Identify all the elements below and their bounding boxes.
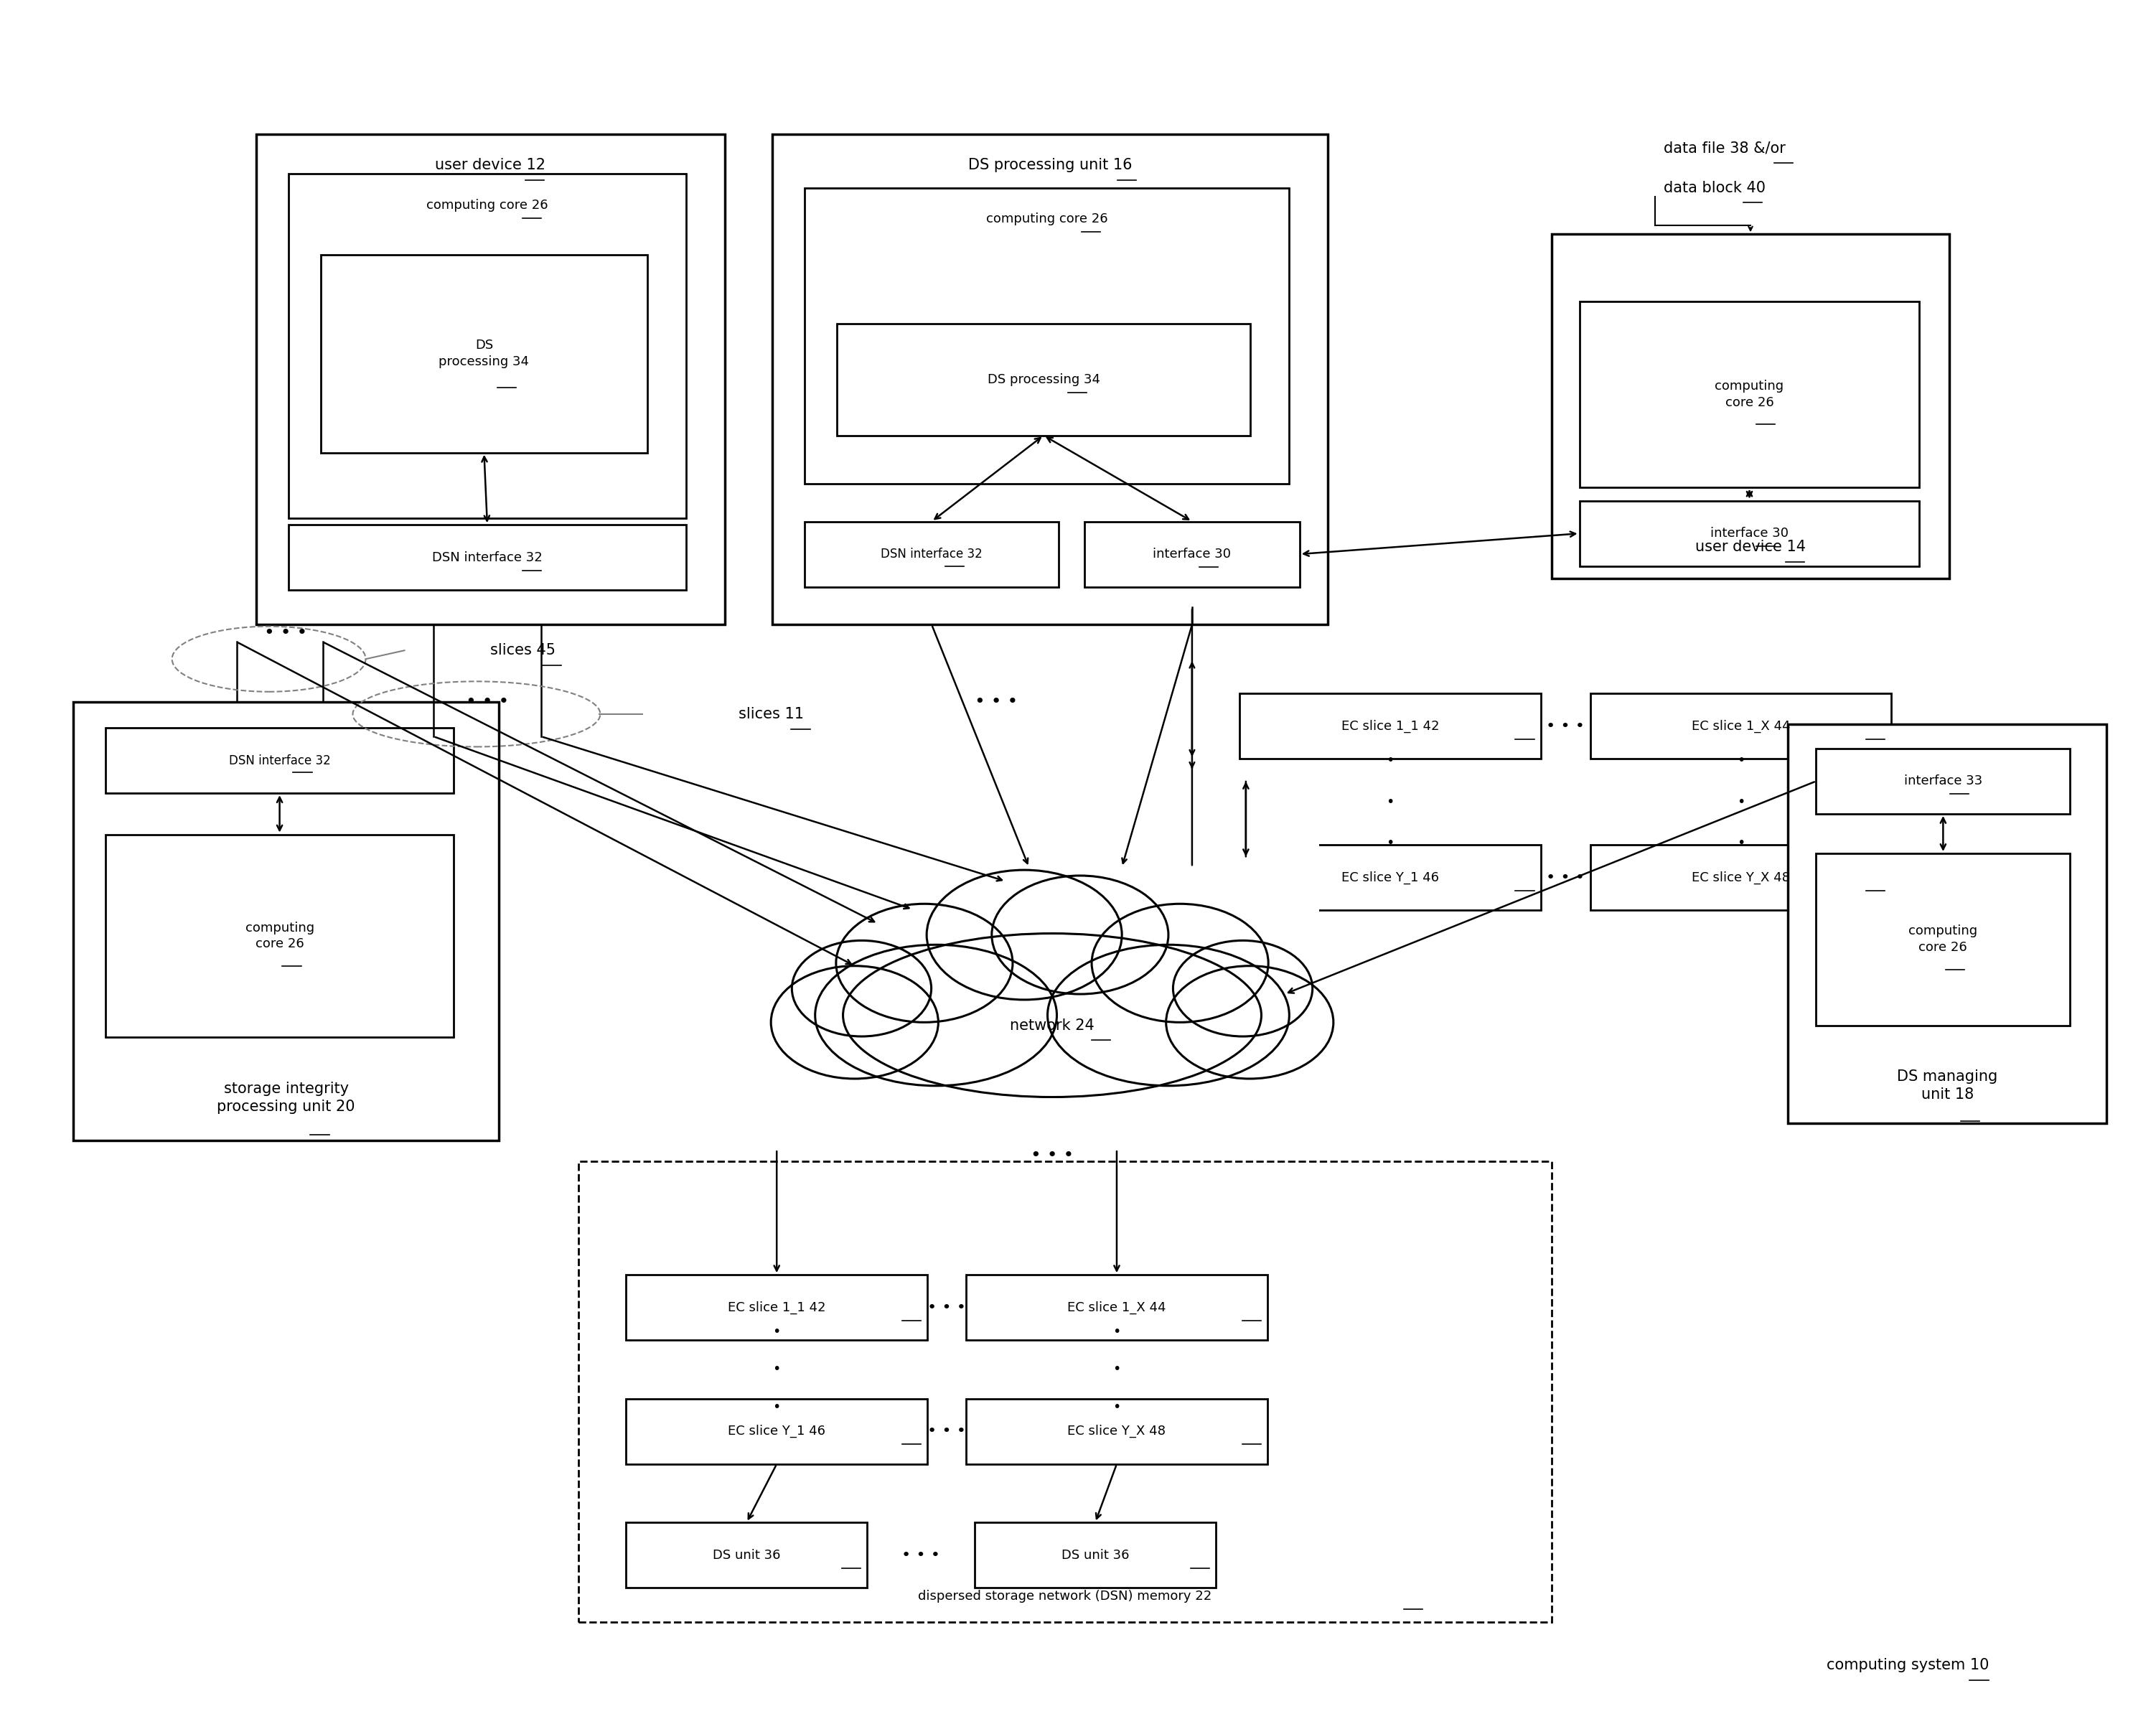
Text: •: • — [1738, 795, 1744, 809]
Text: •: • — [772, 1400, 780, 1414]
Text: computing core 26: computing core 26 — [427, 198, 548, 212]
Text: EC slice Y_X 48: EC slice Y_X 48 — [1692, 871, 1789, 884]
Bar — [837, 324, 1250, 436]
Text: data file 38 &/or: data file 38 &/or — [1662, 141, 1785, 155]
Text: •: • — [1738, 753, 1744, 767]
Bar — [106, 834, 455, 1038]
Text: DSN interface 32: DSN interface 32 — [882, 548, 983, 560]
Bar — [1084, 521, 1300, 586]
Text: •: • — [1386, 836, 1395, 850]
Text: EC slice 1_1 42: EC slice 1_1 42 — [1341, 719, 1438, 733]
Text: data block 40: data block 40 — [1662, 181, 1766, 195]
Text: dispersed storage network (DSN) memory 22: dispersed storage network (DSN) memory 2… — [918, 1590, 1212, 1603]
Text: interface 33: interface 33 — [1904, 774, 1981, 788]
Text: interface 30: interface 30 — [1153, 548, 1231, 560]
Text: computing system 10: computing system 10 — [1826, 1658, 1990, 1672]
Text: EC slice 1_X 44: EC slice 1_X 44 — [1067, 1302, 1166, 1314]
Text: DS unit 36: DS unit 36 — [714, 1548, 780, 1562]
Text: •: • — [772, 1324, 780, 1338]
Bar — [1787, 724, 2106, 1124]
Ellipse shape — [1048, 945, 1289, 1086]
Text: user device 12: user device 12 — [436, 159, 545, 172]
Text: • • •: • • • — [927, 1424, 966, 1438]
Text: DS processing 34: DS processing 34 — [987, 372, 1100, 386]
Bar — [321, 255, 647, 453]
Text: DSN interface 32: DSN interface 32 — [229, 753, 330, 767]
Bar — [1580, 302, 1919, 488]
Text: DS
processing 34: DS processing 34 — [440, 340, 528, 369]
Text: computing
core 26: computing core 26 — [1714, 379, 1783, 409]
Text: • • •: • • • — [1546, 871, 1585, 884]
Text: • • •: • • • — [1546, 719, 1585, 733]
Bar — [73, 702, 498, 1141]
Bar — [1240, 845, 1542, 910]
Text: •: • — [772, 1362, 780, 1376]
Text: • • •: • • • — [927, 1300, 966, 1315]
Bar — [966, 1274, 1268, 1340]
Text: EC slice 1_X 44: EC slice 1_X 44 — [1692, 719, 1789, 733]
Text: • • •: • • • — [975, 693, 1018, 710]
Bar — [625, 1274, 927, 1340]
Text: storage integrity
processing unit 20: storage integrity processing unit 20 — [218, 1081, 356, 1114]
Bar — [1815, 748, 2070, 814]
Ellipse shape — [791, 941, 931, 1036]
Bar — [966, 1398, 1268, 1464]
Bar — [1580, 500, 1919, 565]
Text: DSN interface 32: DSN interface 32 — [431, 552, 543, 564]
Text: user device 14: user device 14 — [1695, 540, 1807, 555]
Bar — [804, 188, 1289, 484]
Ellipse shape — [772, 965, 938, 1079]
Ellipse shape — [843, 933, 1261, 1096]
Text: •: • — [1738, 836, 1744, 850]
Ellipse shape — [1173, 941, 1313, 1036]
Bar — [1591, 845, 1891, 910]
Ellipse shape — [927, 871, 1121, 1000]
Bar — [289, 174, 686, 517]
Bar — [1240, 693, 1542, 759]
Text: slices 11: slices 11 — [740, 707, 804, 721]
Text: EC slice Y_X 48: EC slice Y_X 48 — [1067, 1424, 1166, 1438]
Ellipse shape — [815, 945, 1056, 1086]
Bar — [1552, 234, 1949, 578]
Bar — [1591, 693, 1891, 759]
Bar — [578, 1162, 1552, 1622]
Bar — [625, 1398, 927, 1464]
Bar — [772, 134, 1328, 624]
Text: • • •: • • • — [265, 624, 308, 641]
Bar — [975, 1522, 1216, 1588]
Text: network 24: network 24 — [1009, 1019, 1095, 1033]
Text: •: • — [1112, 1400, 1121, 1414]
Text: DS processing unit 16: DS processing unit 16 — [968, 159, 1132, 172]
Bar — [289, 524, 686, 590]
Ellipse shape — [1091, 903, 1268, 1022]
Text: computing core 26: computing core 26 — [985, 212, 1108, 226]
Text: computing
core 26: computing core 26 — [1908, 924, 1977, 953]
Text: •: • — [1386, 753, 1395, 767]
Bar — [1815, 853, 2070, 1026]
Text: • • •: • • • — [1031, 1146, 1074, 1164]
Text: • • •: • • • — [901, 1548, 940, 1562]
Text: slices 45: slices 45 — [489, 643, 556, 657]
Text: EC slice Y_1 46: EC slice Y_1 46 — [1341, 871, 1438, 884]
Text: •: • — [1386, 795, 1395, 809]
Text: DS managing
unit 18: DS managing unit 18 — [1897, 1069, 1999, 1102]
Text: DS unit 36: DS unit 36 — [1061, 1548, 1130, 1562]
Text: •: • — [1112, 1324, 1121, 1338]
Text: • • •: • • • — [466, 693, 509, 710]
Ellipse shape — [837, 903, 1013, 1022]
Bar — [106, 728, 455, 793]
Ellipse shape — [992, 876, 1169, 995]
Text: EC slice Y_1 46: EC slice Y_1 46 — [729, 1424, 826, 1438]
Text: •: • — [1112, 1362, 1121, 1376]
Text: EC slice 1_1 42: EC slice 1_1 42 — [729, 1302, 826, 1314]
Bar — [625, 1522, 867, 1588]
Bar — [785, 833, 1319, 1114]
Text: interface 30: interface 30 — [1710, 528, 1789, 540]
Text: computing
core 26: computing core 26 — [246, 921, 315, 950]
Bar — [804, 521, 1059, 586]
Bar — [257, 134, 724, 624]
Ellipse shape — [1166, 965, 1332, 1079]
